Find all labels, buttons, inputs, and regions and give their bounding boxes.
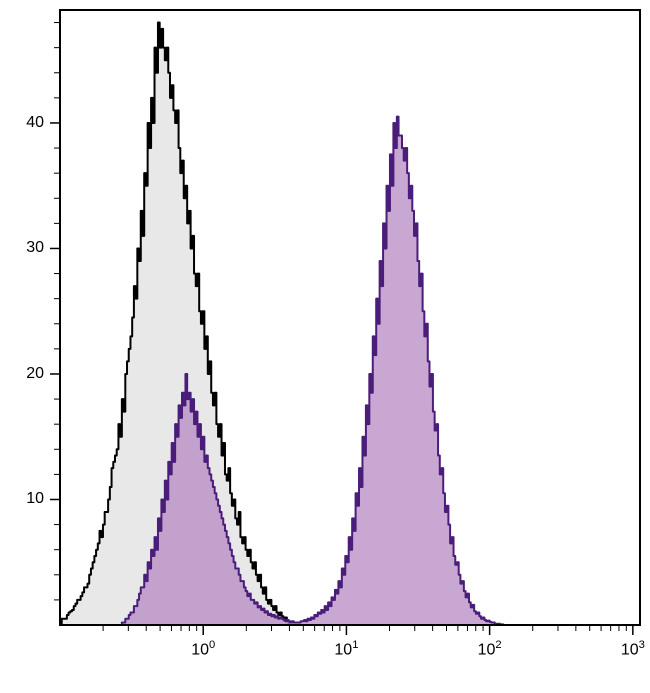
y-tick-label: 30 xyxy=(0,239,44,257)
control-histogram xyxy=(60,23,641,625)
y-tick-label: 20 xyxy=(0,365,44,383)
x-tick-label: 101 xyxy=(334,639,358,659)
x-tick-label: 102 xyxy=(478,639,502,659)
flow-cytometry-histogram: 10 20 30 40 100 101 102 103 xyxy=(0,0,650,693)
y-tick-label: 10 xyxy=(0,490,44,508)
x-tick-label: 100 xyxy=(191,639,215,659)
y-tick-label: 40 xyxy=(0,114,44,132)
x-tick-label: 103 xyxy=(621,639,645,659)
chart-svg xyxy=(0,0,650,693)
